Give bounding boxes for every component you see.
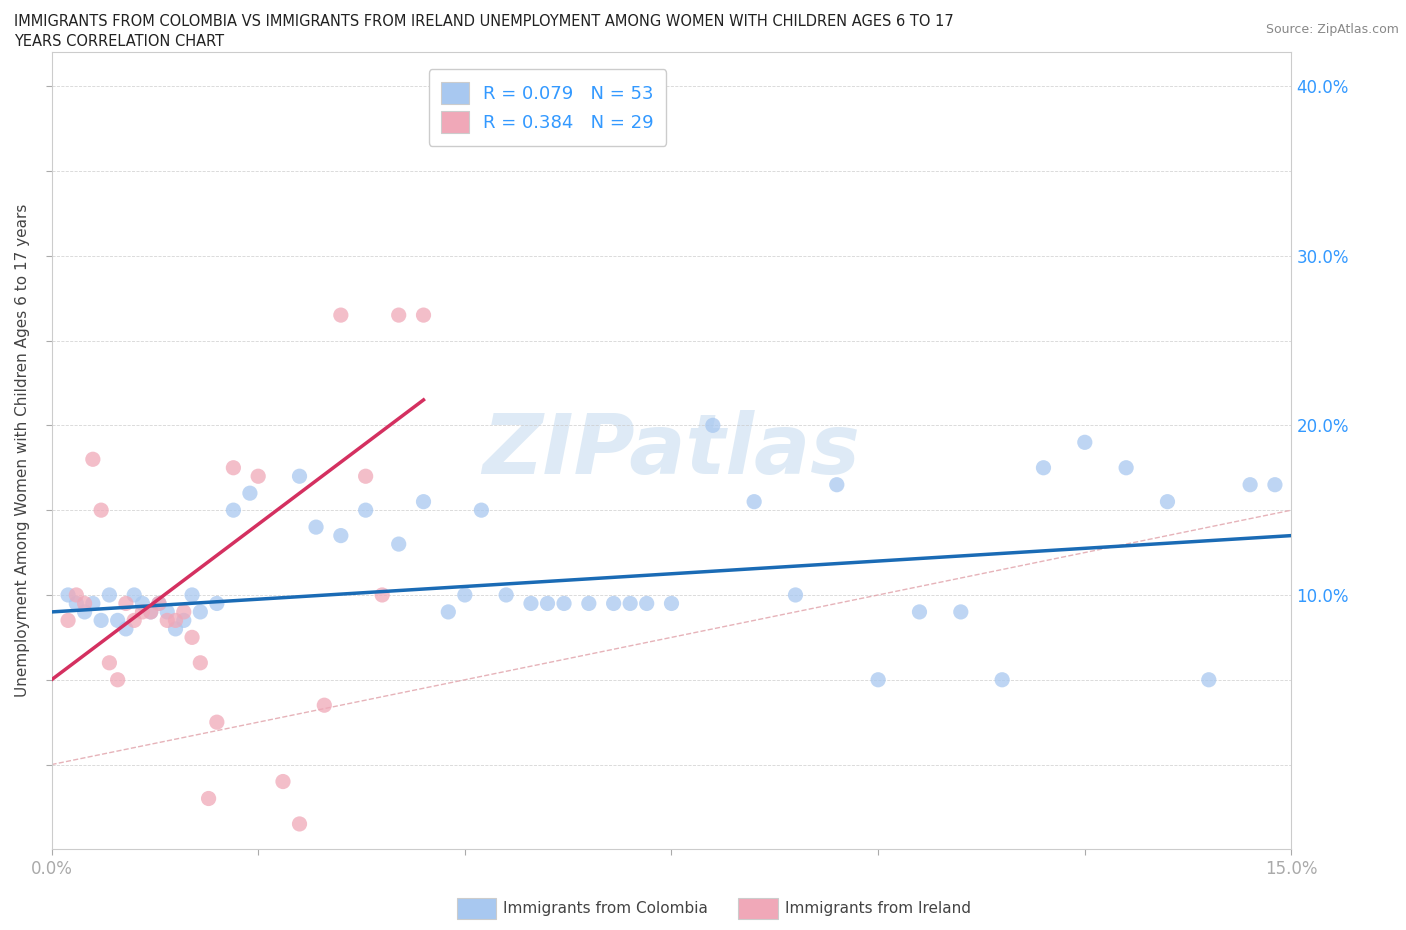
Point	[495, 588, 517, 603]
Text: Immigrants from Ireland: Immigrants from Ireland	[785, 901, 970, 916]
Point	[991, 672, 1014, 687]
Point	[288, 469, 311, 484]
Point	[107, 613, 129, 628]
Point	[165, 613, 187, 628]
Point	[314, 698, 336, 712]
Point	[239, 485, 262, 500]
Point	[949, 604, 972, 619]
Point	[148, 596, 170, 611]
Point	[90, 503, 112, 518]
Point	[305, 520, 328, 535]
Point	[742, 494, 765, 509]
Point	[222, 460, 245, 475]
Point	[1115, 460, 1137, 475]
Point	[188, 656, 211, 671]
Text: IMMIGRANTS FROM COLOMBIA VS IMMIGRANTS FROM IRELAND UNEMPLOYMENT AMONG WOMEN WIT: IMMIGRANTS FROM COLOMBIA VS IMMIGRANTS F…	[14, 14, 953, 29]
Point	[173, 613, 195, 628]
Point	[1074, 435, 1097, 450]
Point	[388, 537, 411, 551]
Point	[82, 452, 104, 467]
Point	[1239, 477, 1261, 492]
Point	[354, 469, 377, 484]
Point	[181, 588, 204, 603]
Point	[65, 588, 87, 603]
Point	[1198, 672, 1220, 687]
Point	[371, 588, 394, 603]
Text: Source: ZipAtlas.com: Source: ZipAtlas.com	[1265, 23, 1399, 36]
Point	[56, 588, 79, 603]
Point	[131, 596, 153, 611]
Point	[868, 672, 890, 687]
Point	[578, 596, 600, 611]
Point	[661, 596, 683, 611]
Y-axis label: Unemployment Among Women with Children Ages 6 to 17 years: Unemployment Among Women with Children A…	[15, 204, 30, 698]
Point	[412, 308, 434, 323]
Point	[73, 604, 96, 619]
Point	[702, 418, 724, 432]
Legend: R = 0.079   N = 53, R = 0.384   N = 29: R = 0.079 N = 53, R = 0.384 N = 29	[429, 69, 666, 146]
Point	[139, 604, 162, 619]
Point	[520, 596, 543, 611]
Point	[173, 604, 195, 619]
Point	[107, 672, 129, 687]
Point	[1264, 477, 1286, 492]
Point	[188, 604, 211, 619]
Point	[139, 604, 162, 619]
Text: ZIPatlas: ZIPatlas	[482, 410, 860, 491]
Point	[619, 596, 641, 611]
Point	[98, 656, 121, 671]
Point	[908, 604, 931, 619]
Point	[98, 588, 121, 603]
Point	[122, 613, 145, 628]
Point	[271, 774, 294, 789]
Point	[122, 588, 145, 603]
Point	[131, 604, 153, 619]
Point	[388, 308, 411, 323]
Point	[181, 630, 204, 644]
Point	[636, 596, 658, 611]
Point	[825, 477, 848, 492]
Point	[90, 613, 112, 628]
Point	[454, 588, 477, 603]
Point	[205, 596, 228, 611]
Point	[148, 596, 170, 611]
Point	[247, 469, 270, 484]
Point	[56, 613, 79, 628]
Point	[222, 503, 245, 518]
Point	[1156, 494, 1178, 509]
Point	[288, 817, 311, 831]
Point	[197, 791, 219, 806]
Point	[1032, 460, 1054, 475]
Point	[156, 604, 179, 619]
Point	[412, 494, 434, 509]
Point	[437, 604, 460, 619]
Point	[536, 596, 558, 611]
Point	[165, 621, 187, 636]
Point	[73, 596, 96, 611]
Point	[115, 621, 138, 636]
Point	[354, 503, 377, 518]
Point	[602, 596, 624, 611]
Point	[205, 715, 228, 730]
Point	[82, 596, 104, 611]
Point	[329, 308, 352, 323]
Point	[115, 596, 138, 611]
Point	[329, 528, 352, 543]
Point	[785, 588, 807, 603]
Point	[470, 503, 492, 518]
Point	[156, 613, 179, 628]
Text: YEARS CORRELATION CHART: YEARS CORRELATION CHART	[14, 34, 224, 49]
Text: Immigrants from Colombia: Immigrants from Colombia	[503, 901, 709, 916]
Point	[553, 596, 575, 611]
Point	[65, 596, 87, 611]
